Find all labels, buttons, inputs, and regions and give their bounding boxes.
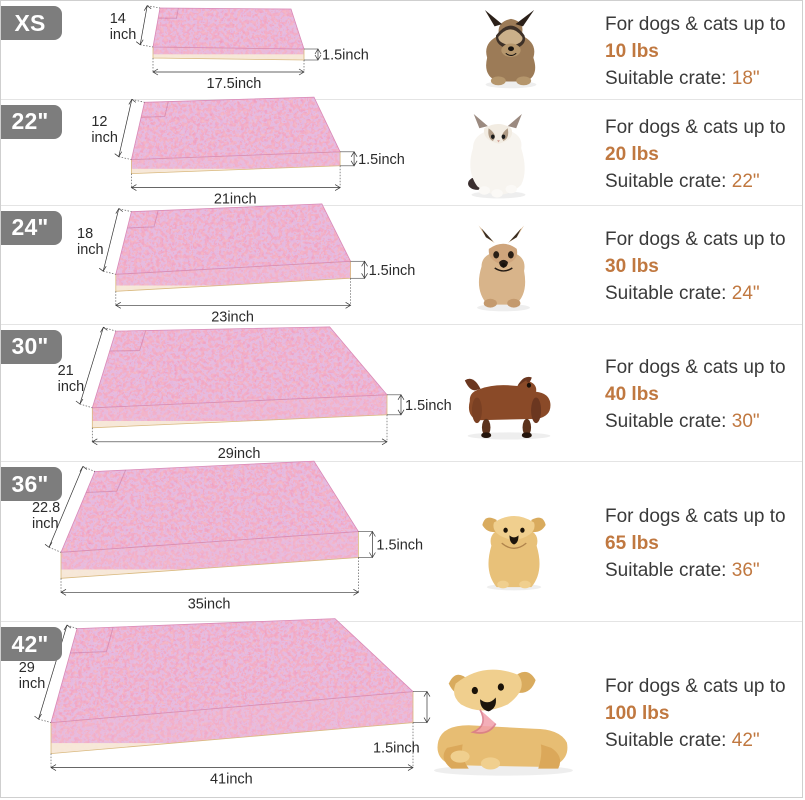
svg-text:1.5inch: 1.5inch [369, 263, 416, 279]
svg-text:18: 18 [77, 226, 93, 242]
svg-text:inch: inch [91, 130, 118, 146]
svg-text:1.5inch: 1.5inch [322, 48, 369, 64]
svg-text:1.5inch: 1.5inch [373, 741, 420, 757]
svg-text:41inch: 41inch [210, 772, 253, 788]
svg-text:1.5inch: 1.5inch [358, 152, 405, 168]
svg-text:inch: inch [77, 242, 104, 258]
svg-text:22.8: 22.8 [32, 500, 60, 516]
svg-text:29: 29 [19, 660, 35, 676]
svg-text:12: 12 [91, 114, 107, 130]
svg-text:inch: inch [58, 379, 85, 395]
svg-text:21: 21 [58, 363, 74, 379]
svg-text:35inch: 35inch [188, 597, 231, 613]
svg-text:inch: inch [110, 27, 137, 43]
svg-text:14: 14 [110, 11, 126, 27]
svg-text:1.5inch: 1.5inch [376, 538, 423, 554]
svg-text:inch: inch [32, 516, 59, 532]
svg-text:inch: inch [19, 676, 46, 692]
svg-text:1.5inch: 1.5inch [405, 397, 452, 413]
